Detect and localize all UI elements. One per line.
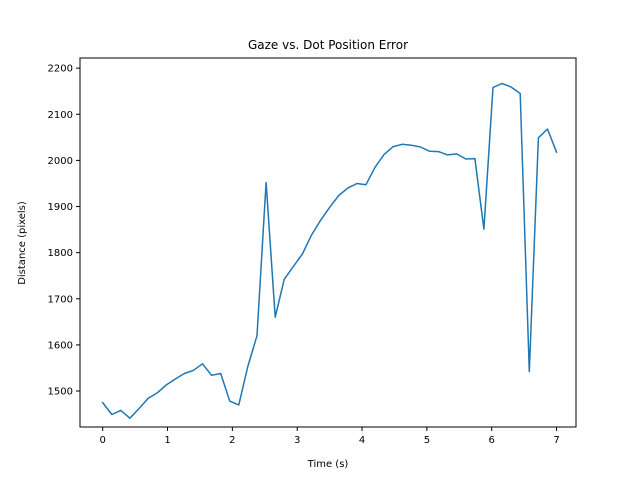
x-tick-label: 7 — [553, 435, 559, 446]
axes-frame — [79, 57, 577, 428]
y-tick-label: 2200 — [48, 64, 73, 75]
x-tick-label: 2 — [229, 435, 235, 446]
y-tick-label: 1900 — [48, 202, 73, 213]
y-tick-label: 2100 — [48, 110, 73, 121]
x-tick-label: 0 — [100, 435, 106, 446]
x-tick-label: 5 — [424, 435, 430, 446]
y-tick-label: 1600 — [48, 340, 73, 351]
y-tick-label: 1500 — [48, 387, 73, 398]
y-tick-label: 1800 — [48, 248, 73, 259]
y-tick-label: 1700 — [48, 294, 73, 305]
x-tick-label: 1 — [164, 435, 170, 446]
series-line-0 — [101, 82, 558, 419]
x-axis-label: Time (s) — [307, 459, 349, 470]
chart-title: Gaze vs. Dot Position Error — [248, 38, 408, 52]
x-tick-label: 6 — [489, 435, 495, 446]
y-axis-label: Distance (pixels) — [17, 201, 28, 285]
x-tick-label: 4 — [359, 435, 365, 446]
x-tick-label: 3 — [294, 435, 300, 446]
y-tick-label: 2000 — [48, 156, 73, 167]
